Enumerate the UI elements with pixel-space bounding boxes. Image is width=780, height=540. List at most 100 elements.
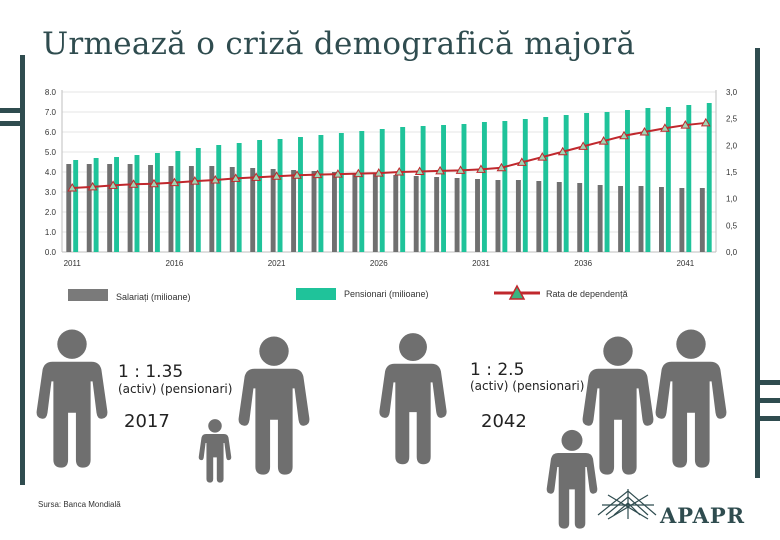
bar-pensioners bbox=[563, 115, 569, 252]
ratio-marker bbox=[292, 170, 302, 179]
bar-pensioners bbox=[114, 157, 119, 252]
year-2042: 2042 bbox=[481, 411, 527, 432]
bar-employees bbox=[311, 171, 317, 252]
bar-employees bbox=[250, 168, 256, 252]
bar-pensioners bbox=[665, 107, 671, 252]
right-accent-tick bbox=[760, 398, 780, 403]
bar-employees bbox=[209, 166, 215, 252]
ratio-marker bbox=[455, 165, 466, 174]
ratio-marker bbox=[271, 171, 282, 180]
bar-pensioners bbox=[625, 110, 630, 252]
left-accent-bar bbox=[20, 55, 25, 485]
year-2017: 2017 bbox=[124, 411, 170, 432]
ratio-marker bbox=[435, 165, 445, 175]
bar-pensioners bbox=[257, 140, 263, 252]
bar-pensioners bbox=[420, 126, 426, 252]
bar-pensioners bbox=[216, 145, 222, 252]
bar-employees bbox=[659, 187, 664, 252]
bar-pensioners bbox=[502, 121, 508, 252]
bar-pensioners bbox=[73, 160, 79, 252]
bar-employees bbox=[229, 167, 235, 252]
legend-swatch-employees bbox=[68, 289, 108, 301]
x-tick-label: 2021 bbox=[268, 259, 286, 268]
bar-pensioners bbox=[236, 143, 242, 252]
bar-employees bbox=[515, 180, 521, 252]
x-tick-label: 2031 bbox=[472, 259, 490, 268]
bar-pensioners bbox=[379, 129, 385, 252]
bar-pensioners bbox=[441, 125, 446, 252]
ratio-marker bbox=[496, 162, 507, 172]
ratio-marker bbox=[537, 152, 548, 161]
bar-employees bbox=[372, 174, 378, 252]
bar-employees bbox=[332, 172, 337, 252]
bar-employees bbox=[475, 179, 480, 252]
legend-pensioners: Pensionari (milioane) bbox=[344, 289, 429, 299]
logo-emblem bbox=[597, 489, 657, 520]
x-tick-label: 2026 bbox=[370, 259, 388, 268]
ratio-marker bbox=[251, 172, 262, 181]
source-note: Sursa: Banca Mondială bbox=[38, 500, 121, 509]
y-tick-label-right: 1,0 bbox=[726, 195, 738, 204]
ratio-marker bbox=[680, 120, 691, 129]
y-tick-label-left: 5.0 bbox=[45, 148, 57, 157]
person-icon bbox=[546, 429, 598, 529]
y-tick-label-right: 2,0 bbox=[726, 141, 738, 150]
left-accent-tick bbox=[0, 121, 20, 126]
ratio-marker bbox=[87, 181, 98, 191]
ratio-marker bbox=[414, 166, 425, 175]
y-tick-label-left: 4.0 bbox=[45, 168, 57, 177]
legend-ratio: Rata de dependență bbox=[546, 289, 628, 299]
x-tick-label: 2016 bbox=[166, 259, 184, 268]
ratio-marker bbox=[149, 178, 159, 188]
x-tick-label: 2036 bbox=[574, 259, 592, 268]
ratio-2042: 1 : 2.5 bbox=[470, 360, 525, 380]
person-icon bbox=[36, 329, 108, 468]
bar-employees bbox=[434, 177, 440, 252]
bar-pensioners bbox=[522, 119, 528, 252]
left-accent-tick bbox=[0, 108, 20, 113]
bar-pensioners bbox=[175, 151, 181, 252]
y-tick-label-left: 8.0 bbox=[45, 88, 57, 97]
ratio-marker bbox=[210, 174, 221, 184]
bar-employees bbox=[597, 185, 603, 252]
x-tick-label: 2041 bbox=[676, 259, 694, 268]
bar-employees bbox=[495, 180, 501, 252]
ratio-marker bbox=[394, 166, 405, 176]
y-tick-label-left: 6.0 bbox=[45, 128, 57, 137]
bar-pensioners bbox=[400, 127, 406, 252]
person-icon bbox=[238, 336, 310, 475]
ratio-marker bbox=[700, 117, 711, 127]
y-tick-label-left: 0.0 bbox=[45, 248, 57, 257]
bar-employees bbox=[86, 164, 92, 252]
y-tick-label-right: 2,5 bbox=[726, 115, 738, 124]
bar-pensioners bbox=[645, 108, 651, 252]
bar-employees bbox=[556, 182, 562, 252]
ratio-marker bbox=[128, 179, 139, 188]
ratio-marker bbox=[189, 176, 200, 185]
y-tick-label-left: 7.0 bbox=[45, 108, 57, 117]
bar-pensioners bbox=[154, 153, 160, 252]
logo-text: APAPR bbox=[660, 503, 746, 528]
bar-pensioners bbox=[318, 135, 324, 252]
bar-pensioners bbox=[584, 113, 590, 252]
ratio-marker bbox=[353, 168, 364, 178]
ratio-line bbox=[72, 121, 706, 189]
person-icon bbox=[582, 336, 654, 475]
bar-pensioners bbox=[686, 105, 692, 252]
legend-swatch-ratio bbox=[494, 284, 540, 300]
ratio-marker bbox=[373, 168, 384, 177]
bar-employees bbox=[618, 186, 624, 252]
bar-employees bbox=[638, 186, 644, 252]
bar-employees bbox=[536, 181, 542, 252]
ratio-marker bbox=[476, 164, 486, 173]
ratio-marker bbox=[108, 180, 118, 189]
ratio-marker bbox=[516, 157, 527, 166]
bar-employees bbox=[699, 188, 705, 252]
y-tick-label-right: 3,0 bbox=[726, 88, 738, 97]
bar-employees bbox=[454, 178, 460, 252]
right-accent-bar bbox=[755, 48, 760, 478]
bar-pensioners bbox=[481, 122, 487, 252]
bar-employees bbox=[352, 173, 358, 252]
